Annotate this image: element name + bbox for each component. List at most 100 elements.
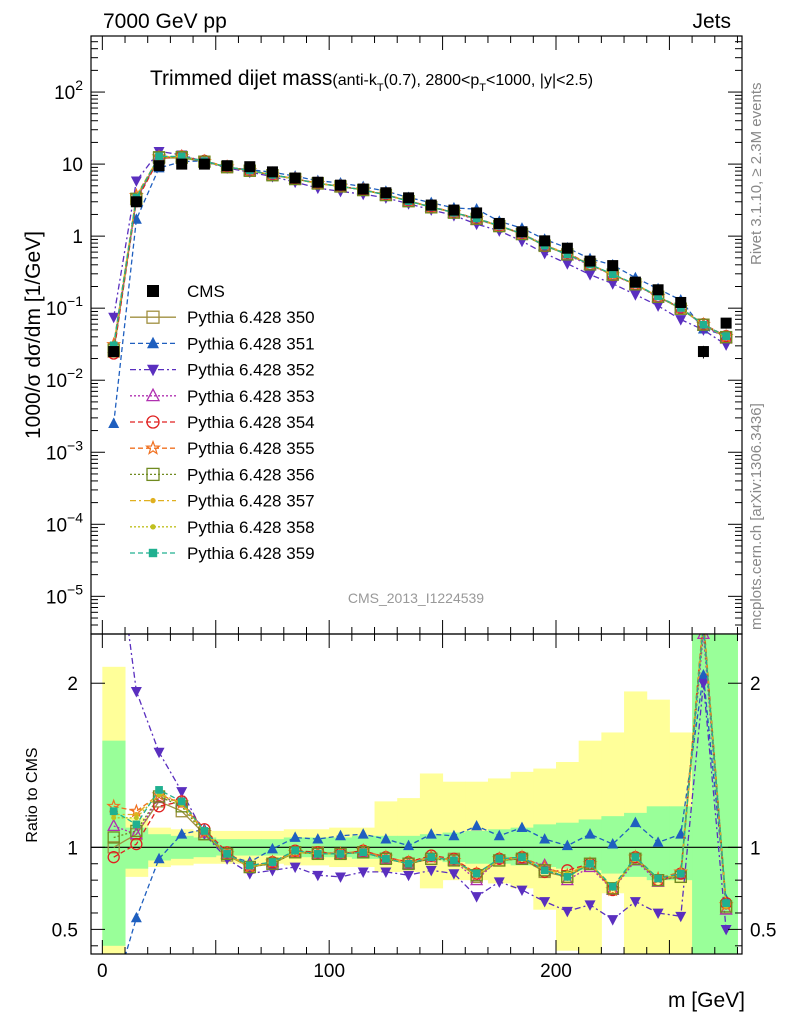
main-ytick-label-3: 10−2 xyxy=(46,365,83,392)
main-line-357 xyxy=(113,155,727,346)
legend-entry-3: Pythia 6.428 352 xyxy=(130,361,315,380)
ratio-point-359-24 xyxy=(654,874,662,883)
main-point-359-20 xyxy=(563,250,572,259)
main-ytick-label-6: 10 xyxy=(62,155,83,176)
ratio-point-351-16 xyxy=(471,819,483,831)
main-point-359-2 xyxy=(155,152,163,161)
main-point-356-27 xyxy=(719,330,733,344)
ratio-point-359-21 xyxy=(586,859,594,868)
ratio-point-359-3 xyxy=(177,797,186,806)
ratio-point-352-17 xyxy=(493,877,505,888)
main-point-352-22 xyxy=(607,279,619,290)
main-point-352-0 xyxy=(108,312,120,324)
ratio-point-359-0 xyxy=(109,807,118,816)
ratio-point-351-3 xyxy=(176,828,188,839)
legend-label-10: Pythia 6.428 359 xyxy=(187,544,315,563)
ratio-point-358-0 xyxy=(111,815,117,821)
ratio-point-352-26 xyxy=(697,678,709,690)
ratio-point-359-18 xyxy=(518,853,526,862)
cms-point-11 xyxy=(357,183,369,195)
ratio-point-356-16 xyxy=(470,869,483,882)
legend-marker-10 xyxy=(148,548,158,558)
ratio-point-356-19 xyxy=(538,864,551,877)
legend-entry-7: Pythia 6.428 356 xyxy=(130,465,315,484)
ratio-point-359-23 xyxy=(631,853,640,862)
ratio-panel: 0.5 0.5 1 1 2 2 0 100 200 Ratio to CMS m [GeV] xyxy=(24,620,776,1012)
ratio-point-352-3 xyxy=(176,787,188,798)
main-ytick-label-2: 10−3 xyxy=(46,437,83,464)
ratio-point-352-1 xyxy=(130,687,142,698)
chart-title: Trimmed dijet mass(anti-kT(0.7), 2800<pT… xyxy=(150,67,593,94)
ratio-point-353-26 xyxy=(696,634,711,640)
cms-point-8 xyxy=(289,172,301,184)
title-cuts-sub1: T xyxy=(377,82,384,94)
cms-point-27 xyxy=(720,317,732,329)
ratio-point-351-0 xyxy=(108,989,119,999)
ratio-line-359 xyxy=(113,634,727,904)
ratio-point-359-9 xyxy=(313,850,322,858)
ratio-point-351-14 xyxy=(425,828,437,839)
ratio-point-359-1 xyxy=(132,820,141,829)
ratio-ticks xyxy=(91,634,742,954)
ratio-point-359-5 xyxy=(223,850,231,858)
ratio-point-356-24 xyxy=(651,874,665,887)
main-point-359-0 xyxy=(109,341,118,350)
ytick-base: 10 xyxy=(54,83,75,104)
ratio-point-352-18 xyxy=(516,885,528,897)
ratio-ylabel: Ratio to CMS xyxy=(24,747,41,842)
ratio-point-352-12 xyxy=(380,867,392,878)
ratio-point-359-10 xyxy=(336,850,345,858)
ratio-point-353-0 xyxy=(107,818,121,832)
ratio-point-356-21 xyxy=(583,857,597,870)
title-cuts-sub2: T xyxy=(479,82,486,94)
analysis-watermark: CMS_2013_I1224539 xyxy=(348,590,484,606)
cms-point-13 xyxy=(403,192,415,204)
legend-label-8: Pythia 6.428 357 xyxy=(187,492,315,511)
legend-entry-9: Pythia 6.428 358 xyxy=(130,518,315,537)
ratio-series-layer xyxy=(91,620,742,999)
ytick-exp: −3 xyxy=(67,437,83,453)
ratio-point-351-17 xyxy=(493,829,505,841)
ratio-xtick-label-1: 100 xyxy=(313,961,345,982)
ratio-point-354-2 xyxy=(152,800,166,813)
legend-marker-0 xyxy=(147,285,159,297)
ratio-point-351-23 xyxy=(629,816,641,828)
ratio-point-355-22 xyxy=(605,882,621,897)
cms-point-9 xyxy=(312,176,324,188)
ratio-point-359-17 xyxy=(495,854,504,863)
main-ticks xyxy=(91,35,742,635)
band-inner-27 xyxy=(714,634,738,954)
mcplots-label: mcplots.cern.ch [arXiv:1306.3436] xyxy=(748,403,765,630)
ratio-point-359-4 xyxy=(200,827,209,835)
legend-entry-5: Pythia 6.428 354 xyxy=(130,413,315,432)
rivet-label: Rivet 3.1.10, ≥ 2.3M events xyxy=(748,83,765,266)
ratio-point-351-1 xyxy=(130,911,142,923)
cms-point-24 xyxy=(652,284,664,296)
main-point-359-3 xyxy=(177,152,186,161)
ratio-point-356-18 xyxy=(515,852,529,865)
header-left: 7000 GeV pp xyxy=(103,10,227,33)
ratio-point-356-5 xyxy=(220,847,234,861)
ratio-point-352-11 xyxy=(357,867,369,878)
ratio-point-358-1 xyxy=(133,815,139,821)
ratio-xlabel: m [GeV] xyxy=(668,989,745,1012)
ratio-point-359-19 xyxy=(540,866,549,875)
cms-point-16 xyxy=(471,207,483,219)
legend-marker-8 xyxy=(150,497,156,504)
ratio-point-359-16 xyxy=(472,869,481,878)
ratio-point-350-26 xyxy=(698,620,709,631)
legend-label-9: Pythia 6.428 358 xyxy=(187,518,315,537)
ratio-point-351-9 xyxy=(312,833,324,844)
main-point-352-24 xyxy=(652,301,664,312)
main-ytick-label-1: 10−4 xyxy=(46,509,83,536)
ratio-ytick-label-left-0: 0.5 xyxy=(52,920,78,941)
legend-label-2: Pythia 6.428 351 xyxy=(187,334,315,353)
title-main: Trimmed dijet mass xyxy=(150,67,332,90)
ytick-exp: −2 xyxy=(67,365,83,381)
band-inner-19 xyxy=(533,824,557,868)
ratio-point-352-13 xyxy=(403,870,415,882)
ratio-point-352-27 xyxy=(720,924,732,936)
legend-entry-2: Pythia 6.428 351 xyxy=(130,334,315,353)
